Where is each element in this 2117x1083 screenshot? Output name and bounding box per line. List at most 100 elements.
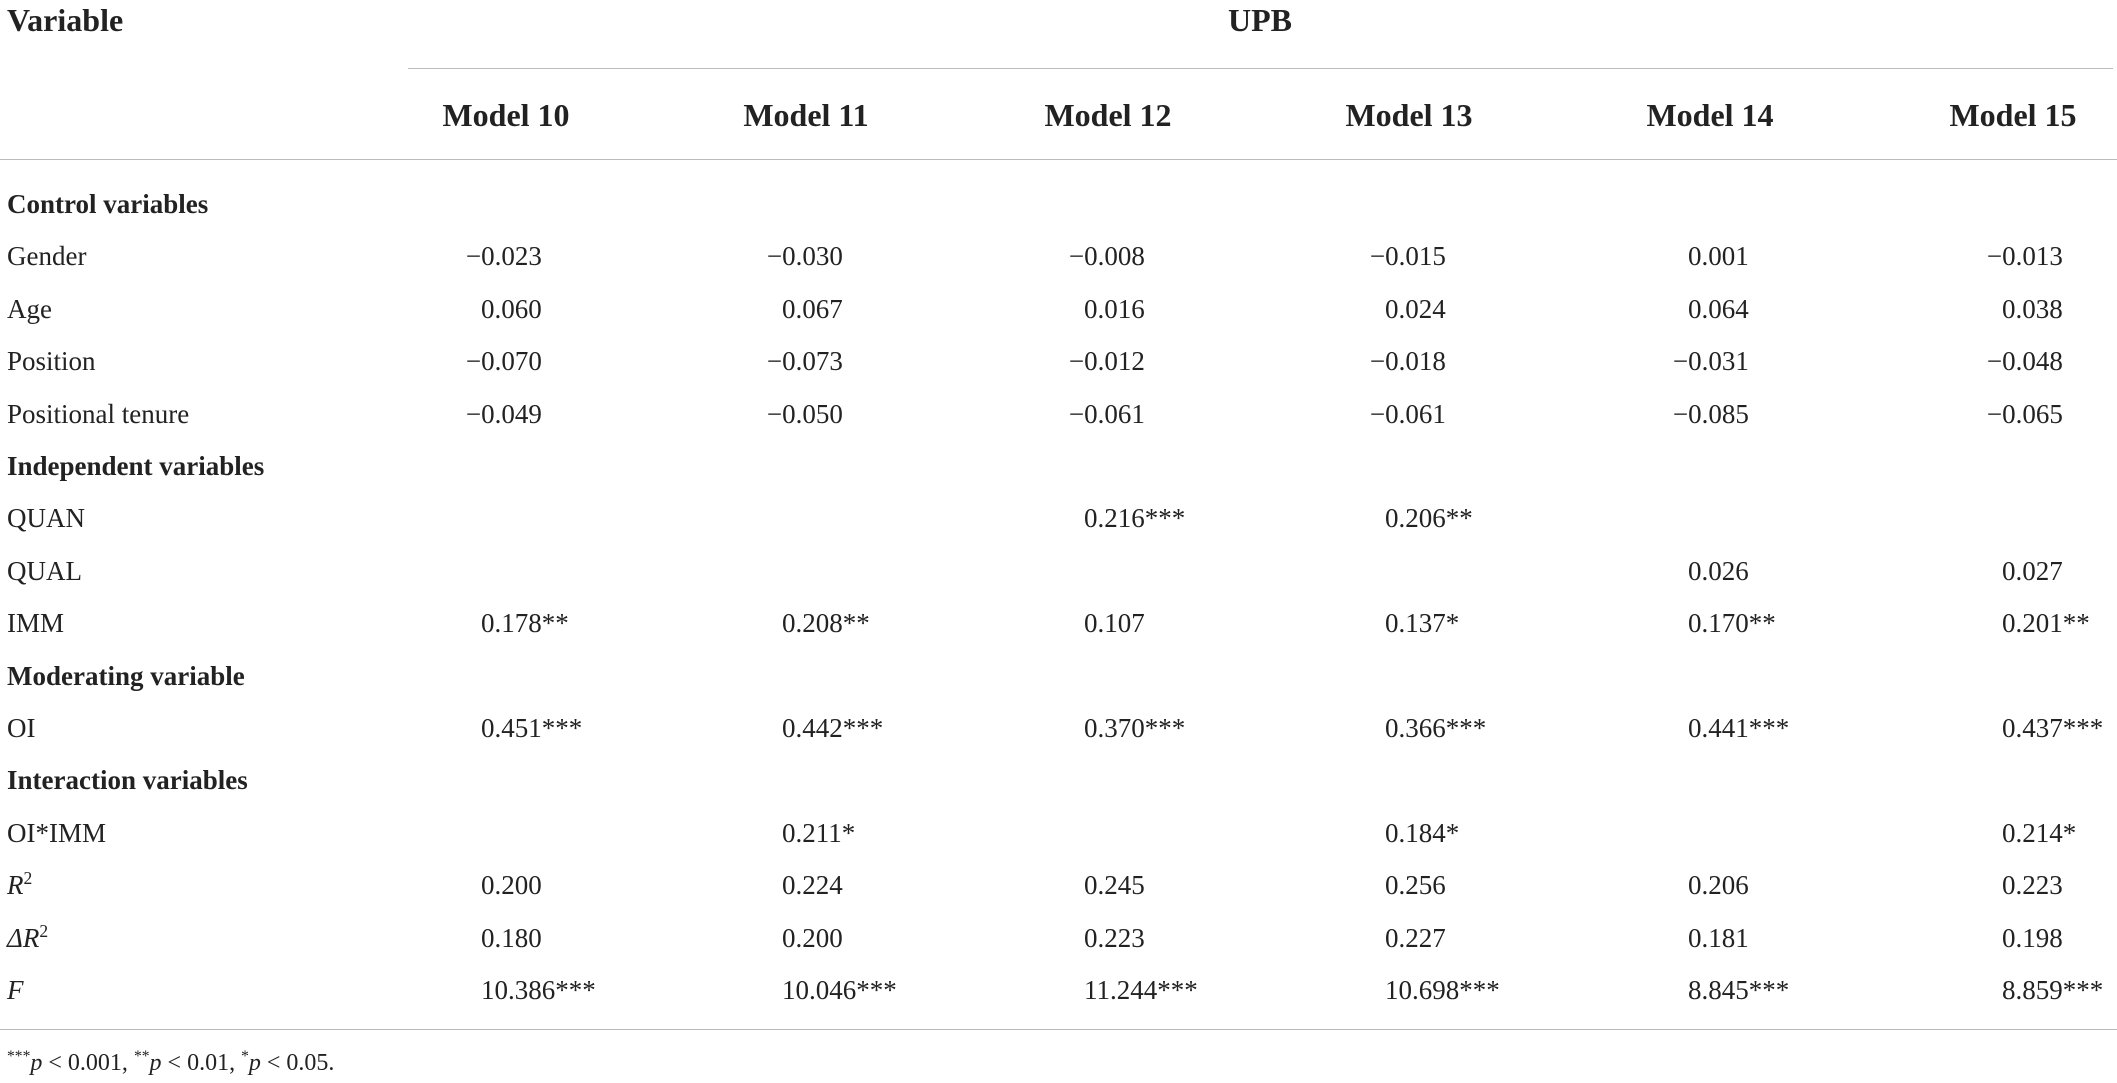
row-label: Position	[7, 344, 96, 378]
label-text: QUAL	[7, 555, 82, 586]
footnote-rest: < 0.05.	[260, 1050, 335, 1076]
cell: 0.224	[782, 870, 843, 901]
variable-header: Variable	[7, 2, 124, 38]
model-header: Model 15	[1949, 97, 2077, 133]
cell: 0.437***	[2002, 713, 2104, 743]
cell: 0.027	[2002, 555, 2063, 586]
label-text: R	[7, 870, 24, 901]
cell: 0.451***	[481, 713, 583, 743]
cell: 10.046***	[782, 975, 897, 1005]
cell: 0.223	[1084, 922, 1145, 953]
cell: 8.845***	[1688, 975, 1790, 1005]
model-header: Model 11	[743, 97, 869, 133]
cell: −0.061	[1068, 398, 1145, 429]
cell: −0.050	[766, 398, 843, 429]
label-text: QUAN	[7, 503, 85, 534]
row-label: QUAN	[7, 501, 85, 535]
superscript: 2	[23, 868, 33, 889]
section-title: Independent variables	[7, 451, 265, 481]
cell: 0.214*	[2002, 817, 2077, 848]
row-label: OI	[7, 711, 36, 745]
cell: −0.073	[766, 346, 843, 377]
cell: 0.442***	[782, 713, 884, 743]
cell: −0.070	[465, 346, 542, 377]
cell: 0.016	[1084, 293, 1145, 324]
row-label: R2	[7, 868, 32, 902]
cell: −0.018	[1369, 346, 1446, 377]
label-text: Gender	[7, 241, 87, 272]
row-label: F	[7, 973, 24, 1007]
cell: 0.370***	[1084, 713, 1186, 743]
cell: −0.015	[1369, 241, 1446, 272]
footnote-stars: ***	[7, 1048, 31, 1065]
model-header: Model 13	[1345, 97, 1473, 133]
label-text: Age	[7, 293, 52, 324]
cell: 0.200	[782, 922, 843, 953]
cell: 0.198	[2002, 922, 2063, 953]
footnote-var: p	[149, 1050, 162, 1076]
cell: 10.698***	[1385, 975, 1500, 1005]
cell: −0.061	[1369, 398, 1446, 429]
cell: −0.049	[465, 398, 542, 429]
header-rule	[0, 159, 2117, 160]
cell: 0.107	[1084, 608, 1145, 639]
cell: −0.065	[1986, 398, 2063, 429]
section-title: Control variables	[7, 189, 209, 219]
cell: −0.048	[1986, 346, 2063, 377]
row-label: Positional tenure	[7, 397, 189, 431]
cell: 10.386***	[481, 975, 596, 1005]
row-label: ΔR2	[7, 921, 48, 955]
model-header: Model 12	[1044, 97, 1172, 133]
cell: 0.064	[1688, 293, 1749, 324]
label-text: Positional tenure	[7, 398, 190, 429]
cell: −0.023	[465, 241, 542, 272]
footnote-var: p	[248, 1050, 261, 1076]
model-header: Model 10	[442, 97, 570, 133]
label-text: F	[7, 975, 24, 1005]
cell: 0.181	[1688, 922, 1749, 953]
footnote: ***p < 0.001, **p < 0.01, *p < 0.05.	[7, 1046, 334, 1080]
footnote-stars: *	[241, 1048, 249, 1065]
cell: 0.245	[1084, 870, 1145, 901]
cell: 0.256	[1385, 870, 1446, 901]
label-text: ΔR	[7, 922, 40, 953]
cell: 0.038	[2002, 293, 2063, 324]
footnote-rest: < 0.01,	[161, 1050, 236, 1076]
section-title: Interaction variables	[7, 765, 248, 796]
cell: 0.026	[1688, 555, 1749, 586]
cell: 0.137*	[1385, 608, 1460, 639]
cell: 0.178**	[481, 608, 569, 639]
cell: 0.441***	[1688, 713, 1790, 743]
row-label: QUAL	[7, 554, 82, 588]
group-header: UPB	[1228, 2, 1292, 38]
row-label: Age	[7, 292, 52, 326]
cell: 0.216***	[1084, 503, 1186, 534]
cell: −0.013	[1986, 241, 2063, 272]
cell: 0.200	[481, 870, 542, 901]
cell: 0.206	[1688, 870, 1749, 901]
model-header: Model 14	[1646, 97, 1774, 133]
row-label: OI*IMM	[7, 816, 106, 850]
section-title: Moderating variable	[7, 660, 245, 691]
cell: 0.067	[782, 293, 843, 324]
bottom-rule	[0, 1029, 2117, 1030]
cell: −0.031	[1672, 346, 1749, 377]
cell: −0.085	[1672, 398, 1749, 429]
cell: 0.024	[1385, 293, 1446, 324]
cell: 0.227	[1385, 922, 1446, 953]
cell: 0.206**	[1385, 503, 1473, 534]
cell: 0.184*	[1385, 817, 1460, 848]
cell: 0.223	[2002, 870, 2063, 901]
label-text: IMM	[7, 608, 65, 639]
superscript: 2	[39, 920, 49, 941]
cell: 0.170**	[1688, 608, 1776, 639]
cell: −0.030	[766, 241, 843, 272]
label-text: OI*IMM	[7, 817, 106, 848]
footnote-stars: **	[133, 1048, 150, 1065]
cell: 0.366***	[1385, 713, 1487, 743]
footnote-rest: < 0.001,	[42, 1050, 128, 1076]
cell: 0.060	[481, 293, 542, 324]
cell: 0.001	[1688, 241, 1749, 272]
cell: −0.012	[1068, 346, 1145, 377]
